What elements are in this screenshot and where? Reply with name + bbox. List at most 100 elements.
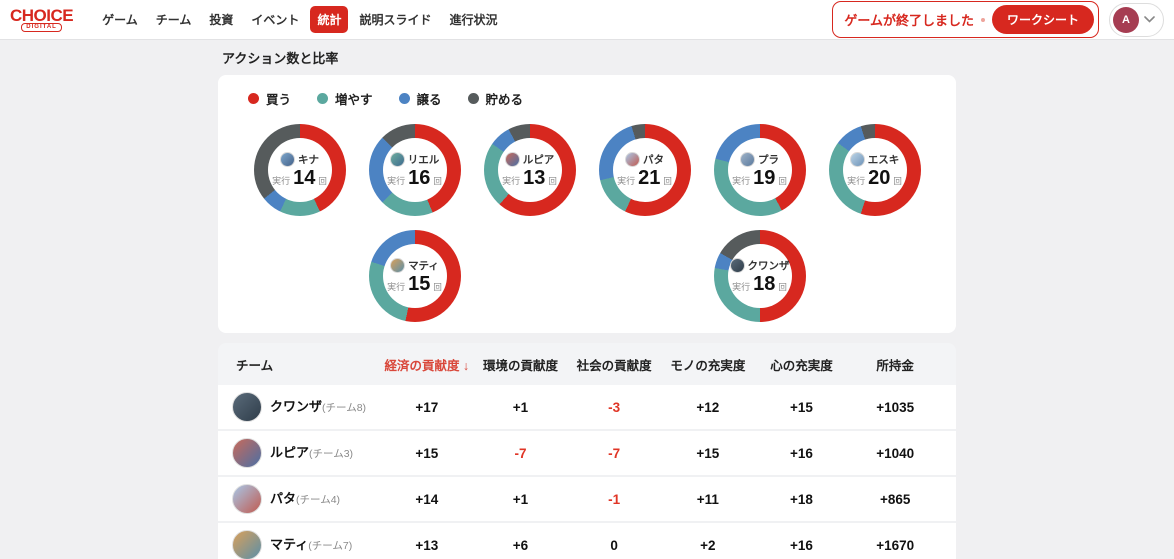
main-nav: ゲーム チーム 投資 イベント 統計 説明スライド 進行状況	[95, 6, 504, 33]
stat-value: +1035	[876, 399, 915, 415]
logo-subtitle-badge: DIGITAL	[21, 22, 62, 32]
donut-team: パタ	[625, 152, 664, 167]
donut-hole	[842, 138, 907, 202]
chevron-down-icon	[1144, 16, 1155, 23]
team-name: プラ	[758, 154, 779, 166]
team-stats-table: チーム 経済の貢献度 ↓ 環境の貢献度 社会の貢献度 モノの充実度 心の充実度 所持金 クワ…	[218, 343, 956, 559]
donut-center: エスキ 実行 20 回	[829, 124, 921, 216]
column-header-環境の貢献度[interactable]: 環境の貢献度	[482, 358, 558, 373]
donut-chart-キナ: キナ 実行 14 回	[253, 124, 346, 216]
donut-team: プラ	[740, 152, 779, 167]
count-suffix: 回	[893, 176, 902, 186]
legend-label: 貯める	[485, 93, 524, 107]
nav-item-進行状況[interactable]: 進行状況	[449, 13, 498, 27]
column-header-経済の貢献度[interactable]: 経済の貢献度 ↓	[384, 358, 470, 373]
count-prefix: 実行	[617, 176, 636, 186]
donut-chart-ルピア: ルピア 実行 13 回	[483, 124, 576, 216]
count-value: 15	[408, 273, 431, 295]
user-avatar: A	[1113, 6, 1139, 33]
team-avatar	[232, 392, 262, 422]
donut-team: リエル	[389, 152, 440, 167]
team-name: パタ	[643, 154, 664, 166]
donut-center: キナ 実行 14 回	[254, 124, 346, 216]
notice-dot-icon	[980, 17, 985, 22]
table-row-ルピア: ルピア(チーム3) +15 -7 -7 +15 +16 +1040	[218, 431, 956, 477]
user-menu[interactable]: A	[1109, 2, 1164, 37]
stat-value: +15	[790, 399, 813, 415]
legend-item-増やす[interactable]: 増やす	[317, 89, 373, 108]
donut-chart-プラ: プラ 実行 19 回	[713, 124, 806, 216]
team-avatar	[389, 152, 405, 167]
donut-center: マティ 実行 15 回	[369, 230, 461, 322]
count-value: 18	[753, 273, 776, 295]
donut-center: パタ実行 21 回	[599, 124, 691, 216]
team-name: キナ	[298, 154, 319, 166]
count-prefix: 実行	[502, 176, 521, 186]
nav-item-イベント[interactable]: イベント	[251, 13, 300, 27]
table-row-マティ: マティ(チーム7) +13 +6 0 +2 +16 +1670	[218, 523, 956, 559]
team-name: クワンザ	[270, 398, 323, 414]
stat-value: +865	[879, 491, 911, 507]
donut-team: キナ	[280, 152, 319, 167]
logo-title: CHOICE	[10, 5, 74, 25]
column-header-チーム[interactable]: チーム	[236, 358, 274, 373]
count-prefix: 実行	[732, 176, 751, 186]
donut-hole	[727, 244, 792, 308]
table-row-クワンザ: クワンザ(チーム8) +17 +1 -3 +12 +15 +1035	[218, 385, 956, 431]
stat-value: -7	[514, 445, 527, 461]
worksheet-button[interactable]: ワークシート	[991, 5, 1094, 34]
team-name: クワンザ	[747, 260, 790, 272]
donut-hole	[612, 138, 677, 202]
stat-value: +11	[696, 491, 719, 507]
donut-center: プラ 実行 19 回	[714, 124, 806, 216]
column-header-モノの充実度[interactable]: モノの充実度	[670, 358, 746, 373]
nav-item-説明スライド[interactable]: 説明スライド	[359, 13, 432, 27]
team-avatar	[729, 258, 745, 273]
execution-count: 実行 16 回	[387, 168, 442, 188]
team-cell: ルピア(チーム3)	[232, 438, 380, 468]
legend-dot-icon	[467, 93, 479, 104]
column-header-心の充実度[interactable]: 心の充実度	[770, 358, 833, 373]
app-logo[interactable]: CHOICE DIGITAL	[10, 5, 74, 32]
team-name-wrap: マティ(チーム7)	[270, 537, 353, 553]
stat-value: +14	[415, 491, 439, 507]
chart-legend: 買う 増やす 譲る 貯める	[242, 89, 932, 108]
team-name: マティ	[408, 260, 439, 272]
column-header-所持金[interactable]: 所持金	[876, 358, 914, 373]
team-avatar	[390, 258, 406, 273]
team-name: エスキ	[867, 154, 900, 166]
stat-value: +6	[512, 537, 529, 553]
count-prefix: 実行	[272, 176, 291, 186]
stat-value: +16	[790, 445, 813, 461]
action-ratio-card: 買う 増やす 譲る 貯める キナ 実行 14 回リエル 実行 16 回ルピア 実行 13 回パタ 実行 21…	[218, 75, 956, 333]
column-header-社会の貢献度[interactable]: 社会の貢献度	[576, 358, 652, 373]
count-value: 20	[868, 167, 891, 189]
count-suffix: 回	[433, 282, 442, 292]
legend-item-譲る[interactable]: 譲る	[398, 89, 442, 108]
donut-hole	[727, 138, 792, 202]
donut-team: ルピア	[504, 152, 554, 167]
team-name-wrap: ルピア(チーム3)	[270, 445, 353, 461]
team-name: リエル	[407, 154, 440, 166]
nav-item-統計[interactable]: 統計	[310, 6, 349, 33]
legend-dot-icon	[248, 93, 259, 104]
donut-hole	[382, 244, 447, 308]
donut-chart-リエル: リエル実行 16 回	[368, 124, 461, 216]
count-prefix: 実行	[732, 282, 751, 292]
nav-item-投資[interactable]: 投資	[209, 13, 234, 27]
table-row-パタ: パタ(チーム4) +14 +1 -1 +11 +18 +865	[218, 477, 956, 523]
count-prefix: 実行	[387, 282, 406, 292]
legend-item-買う[interactable]: 買う	[248, 89, 291, 108]
nav-item-ゲーム[interactable]: ゲーム	[102, 13, 138, 27]
team-number: (チーム7)	[308, 539, 353, 552]
team-avatar	[232, 484, 262, 514]
count-prefix: 実行	[847, 176, 866, 186]
execution-count: 実行 21 回	[617, 168, 672, 188]
nav-item-チーム[interactable]: チーム	[155, 13, 192, 27]
count-value: 16	[408, 167, 431, 189]
team-avatar	[625, 152, 640, 167]
stat-value: +16	[790, 537, 813, 553]
legend-dot-icon	[317, 93, 329, 104]
count-suffix: 回	[778, 282, 787, 292]
legend-item-貯める[interactable]: 貯める	[467, 89, 524, 108]
